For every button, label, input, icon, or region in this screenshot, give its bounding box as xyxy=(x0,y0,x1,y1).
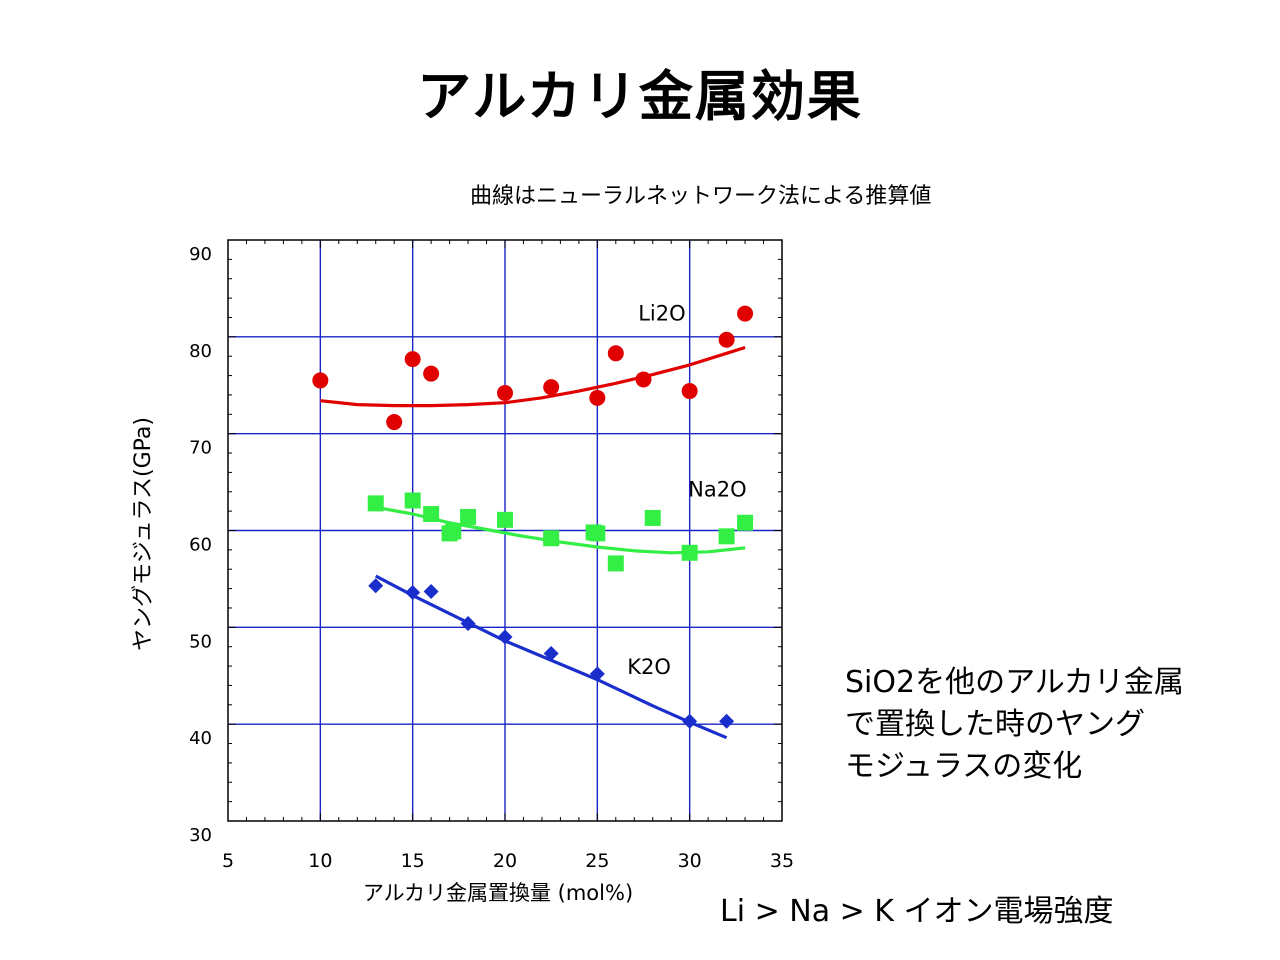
x-tick-label: 15 xyxy=(401,850,425,872)
k2o-data-point xyxy=(682,713,698,729)
x-axis-label: アルカリ金属置換量 (mol%) xyxy=(363,881,633,905)
chart-curves xyxy=(320,345,746,740)
k2o-data-point xyxy=(368,578,384,594)
na2o-data-point xyxy=(589,525,606,542)
k2o-data-point xyxy=(460,615,476,631)
slide-title: アルカリ金属効果 xyxy=(417,65,863,128)
na2o-data-point xyxy=(497,511,513,528)
k2o-data-point xyxy=(719,713,735,729)
k2o-series-label: K2O xyxy=(627,655,671,679)
k2o-data-point xyxy=(589,666,605,682)
li2o-fit-curve xyxy=(320,345,746,408)
na2o-data-point xyxy=(445,523,462,540)
li2o-data-point xyxy=(681,383,698,400)
li2o-data-point xyxy=(607,345,624,362)
side-note-line-2: で置換した時のヤング xyxy=(845,707,1145,742)
k2o-data-point xyxy=(497,629,513,645)
field-strength-note: Li > Na > K イオン電場強度 xyxy=(720,894,1114,929)
k2o-data-point xyxy=(405,584,421,600)
na2o-series-label: Na2O xyxy=(688,478,746,502)
li2o-data-point xyxy=(423,365,440,382)
side-note: SiO2を他のアルカリ金属 で置換した時のヤング モジュラスの変化 xyxy=(845,662,1265,788)
li2o-data-point xyxy=(635,371,652,388)
na2o-data-point xyxy=(644,509,661,526)
li2o-data-point xyxy=(312,372,329,389)
y-tick-label: 70 xyxy=(189,438,212,459)
x-tick-label: 20 xyxy=(493,850,517,872)
li2o-data-point xyxy=(718,331,735,348)
chart-subtitle: 曲線はニューラルネットワーク法による推算値 xyxy=(470,184,932,209)
side-note-line-3: モジュラスの変化 xyxy=(845,749,1083,784)
chart-points xyxy=(312,305,754,729)
li2o-series-label: Li2O xyxy=(638,301,685,325)
x-tick-label: 25 xyxy=(585,850,609,872)
chart-grid xyxy=(228,240,782,821)
y-axis-label: ヤングモジュラス(GPa) xyxy=(131,417,156,651)
x-tick-label: 35 xyxy=(770,850,794,872)
chart-labels: 5 10 15 20 25 30 35 30 40 50 60 70 80 90 アルカリ金属置換量 (mo… xyxy=(131,244,794,905)
y-tick-label: 30 xyxy=(189,825,212,846)
li2o-data-point xyxy=(543,379,560,396)
li2o-data-point xyxy=(386,414,403,431)
y-tick-label: 90 xyxy=(189,244,212,265)
na2o-data-point xyxy=(737,514,754,531)
k2o-data-point xyxy=(543,645,559,661)
x-tick-label: 10 xyxy=(308,850,332,872)
na2o-data-point xyxy=(718,528,735,545)
na2o-data-point xyxy=(543,530,560,547)
na2o-data-point xyxy=(681,544,698,561)
na2o-data-point xyxy=(367,495,384,512)
na2o-data-point xyxy=(423,506,440,523)
y-tick-label: 40 xyxy=(189,728,212,749)
k2o-data-point xyxy=(423,584,439,600)
plot-frame xyxy=(227,239,783,822)
x-tick-label: 5 xyxy=(222,850,234,872)
na2o-data-point xyxy=(607,555,624,572)
y-tick-label: 50 xyxy=(189,631,212,652)
li2o-data-point xyxy=(497,384,513,401)
na2o-data-point xyxy=(460,508,477,525)
y-tick-label: 60 xyxy=(189,535,212,556)
li2o-data-point xyxy=(589,389,606,406)
x-tick-label: 30 xyxy=(678,850,702,872)
li2o-data-point xyxy=(404,351,421,368)
side-note-line-1: SiO2を他のアルカリ金属 xyxy=(845,665,1184,700)
li2o-data-point xyxy=(737,305,754,322)
na2o-data-point xyxy=(404,492,421,509)
y-tick-label: 80 xyxy=(189,341,212,362)
